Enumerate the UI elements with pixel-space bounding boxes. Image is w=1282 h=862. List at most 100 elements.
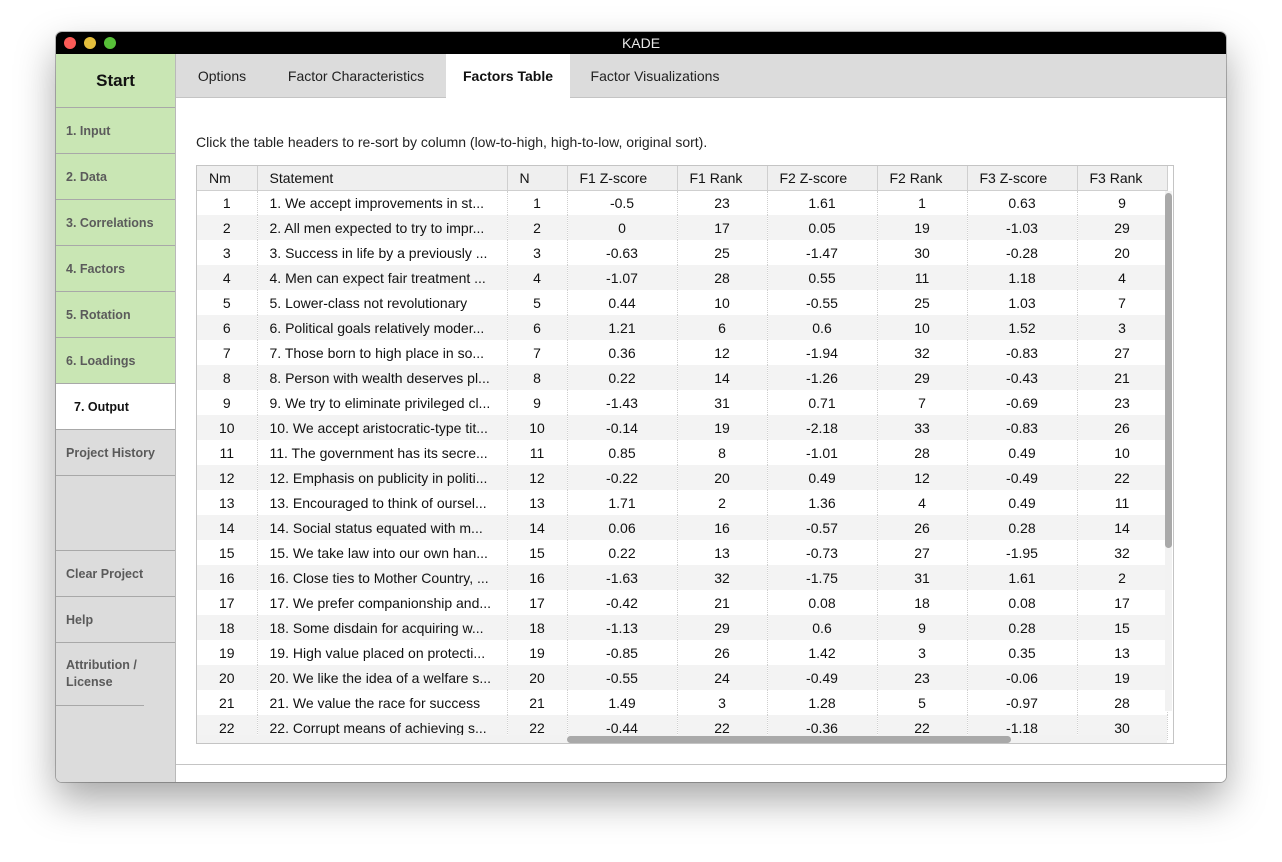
tab-factor-characteristics[interactable]: Factor Characteristics bbox=[287, 68, 425, 84]
cell-f2-zscore: -1.47 bbox=[767, 240, 878, 265]
cell-statement: 17. We prefer companionship and... bbox=[257, 590, 508, 615]
cell-n: 20 bbox=[507, 665, 568, 690]
cell-f3-rank: 21 bbox=[1077, 365, 1168, 390]
table-row[interactable]: 14 14. Social status equated with m... 14 0… bbox=[197, 515, 1168, 540]
sidebar-item-data[interactable]: 2. Data bbox=[56, 154, 175, 200]
sort-instructions: Click the table headers to re-sort by co… bbox=[196, 134, 708, 150]
tab-options[interactable]: Options bbox=[197, 68, 247, 84]
column-header-f1-rank[interactable]: F1 Rank bbox=[677, 166, 768, 191]
column-header-nm[interactable]: Nm bbox=[197, 166, 258, 191]
table-row[interactable]: 5 5. Lower-class not revolutionary 5 0.44 10… bbox=[197, 290, 1168, 315]
cell-n: 9 bbox=[507, 390, 568, 415]
column-header-statement[interactable]: Statement bbox=[257, 166, 508, 191]
table-row[interactable]: 2 2. All men expected to try to impr... 2 0… bbox=[197, 215, 1168, 240]
cell-f2-zscore: -1.94 bbox=[767, 340, 878, 365]
cell-f1-rank: 21 bbox=[677, 590, 768, 615]
sidebar-item-correlations[interactable]: 3. Correlations bbox=[56, 200, 175, 246]
cell-f1-rank: 8 bbox=[677, 440, 768, 465]
cell-f3-zscore: 0.49 bbox=[967, 440, 1078, 465]
column-header-n[interactable]: N bbox=[507, 166, 568, 191]
cell-f1-rank: 12 bbox=[677, 340, 768, 365]
cell-nm: 11 bbox=[197, 440, 258, 465]
minimize-window-button[interactable] bbox=[84, 37, 96, 49]
column-header-f1-zscore[interactable]: F1 Z-score bbox=[567, 166, 678, 191]
table-row[interactable]: 18 18. Some disdain for acquiring w... 18-… bbox=[197, 615, 1168, 640]
cell-f1-zscore: -0.55 bbox=[567, 665, 678, 690]
sidebar-item-factors[interactable]: 4. Factors bbox=[56, 246, 175, 292]
cell-f3-zscore: 1.61 bbox=[967, 565, 1078, 590]
table-row[interactable]: 21 21. We value the race for success 21 1.4… bbox=[197, 690, 1168, 715]
cell-f1-zscore: 0.44 bbox=[567, 290, 678, 315]
cell-f3-zscore: -1.95 bbox=[967, 540, 1078, 565]
cell-f3-rank: 20 bbox=[1077, 240, 1168, 265]
cell-nm: 6 bbox=[197, 315, 258, 340]
column-header-f3-zscore[interactable]: F3 Z-score bbox=[967, 166, 1078, 191]
cell-f1-zscore: 0.22 bbox=[567, 365, 678, 390]
cell-f2-rank: 30 bbox=[877, 240, 968, 265]
tab-factor-visualizations[interactable]: Factor Visualizations bbox=[590, 68, 720, 84]
vertical-scroll-thumb[interactable] bbox=[1165, 193, 1172, 548]
column-header-f2-rank[interactable]: F2 Rank bbox=[877, 166, 968, 191]
cell-f3-zscore: -0.69 bbox=[967, 390, 1078, 415]
column-header-f3-rank[interactable]: F3 Rank bbox=[1077, 166, 1168, 191]
cell-f3-rank: 13 bbox=[1077, 640, 1168, 665]
cell-f3-zscore: 0.28 bbox=[967, 615, 1078, 640]
sidebar-item-clear-project[interactable]: Clear Project bbox=[56, 551, 175, 597]
cell-f1-zscore: 0 bbox=[567, 215, 678, 240]
horizontal-scroll-thumb[interactable] bbox=[567, 736, 1011, 743]
table-row[interactable]: 1 1. We accept improvements in st... 1 -0.5… bbox=[197, 190, 1168, 215]
zoom-window-button[interactable] bbox=[104, 37, 116, 49]
cell-f2-zscore: 0.6 bbox=[767, 315, 878, 340]
cell-f2-rank: 33 bbox=[877, 415, 968, 440]
cell-f2-zscore: -1.01 bbox=[767, 440, 878, 465]
cell-f2-rank: 26 bbox=[877, 515, 968, 540]
cell-f1-rank: 17 bbox=[677, 215, 768, 240]
cell-f1-zscore: 0.06 bbox=[567, 515, 678, 540]
table-row[interactable]: 9 9. We try to eliminate privileged cl...… bbox=[197, 390, 1168, 415]
cell-f2-rank: 12 bbox=[877, 465, 968, 490]
table-row[interactable]: 8 8. Person with wealth deserves pl... 8 0.… bbox=[197, 365, 1168, 390]
table-row[interactable]: 13 13. Encouraged to think of oursel... 13… bbox=[197, 490, 1168, 515]
cell-statement: 2. All men expected to try to impr... bbox=[257, 215, 508, 240]
cell-statement: 7. Those born to high place in so... bbox=[257, 340, 508, 365]
cell-f3-rank: 10 bbox=[1077, 440, 1168, 465]
sidebar-item-help[interactable]: Help bbox=[56, 597, 175, 643]
column-header-f2-zscore[interactable]: F2 Z-score bbox=[767, 166, 878, 191]
cell-f1-rank: 28 bbox=[677, 265, 768, 290]
sidebar-start[interactable]: Start bbox=[56, 54, 175, 108]
table-row[interactable]: 19 19. High value placed on protecti... 19… bbox=[197, 640, 1168, 665]
table-row[interactable]: 4 4. Men can expect fair treatment ... 4 -1… bbox=[197, 265, 1168, 290]
table-row[interactable]: 11 11. The government has its secre... 11 0… bbox=[197, 440, 1168, 465]
cell-nm: 15 bbox=[197, 540, 258, 565]
cell-nm: 2 bbox=[197, 215, 258, 240]
cell-f2-rank: 25 bbox=[877, 290, 968, 315]
sidebar-item-input[interactable]: 1. Input bbox=[56, 108, 175, 154]
cell-nm: 8 bbox=[197, 365, 258, 390]
table-row[interactable]: 12 12. Emphasis on publicity in politi...… bbox=[197, 465, 1168, 490]
close-window-button[interactable] bbox=[64, 37, 76, 49]
tab-factors-table[interactable]: Factors Table bbox=[446, 54, 570, 99]
vertical-scrollbar[interactable] bbox=[1165, 191, 1172, 711]
cell-f2-rank: 7 bbox=[877, 390, 968, 415]
sidebar-item-loadings[interactable]: 6. Loadings bbox=[56, 338, 175, 384]
table-row[interactable]: 17 17. We prefer companionship and... 17 -0… bbox=[197, 590, 1168, 615]
cell-f1-rank: 6 bbox=[677, 315, 768, 340]
cell-statement: 16. Close ties to Mother Country, ... bbox=[257, 565, 508, 590]
sidebar-item-attribution[interactable]: Attribution / License bbox=[56, 643, 144, 706]
table-row[interactable]: 3 3. Success in life by a previously ... 3… bbox=[197, 240, 1168, 265]
table-row[interactable]: 6 6. Political goals relatively moder... 6… bbox=[197, 315, 1168, 340]
cell-f3-zscore: -1.03 bbox=[967, 215, 1078, 240]
table-row[interactable]: 20 20. We like the idea of a welfare s...… bbox=[197, 665, 1168, 690]
table-row[interactable]: 7 7. Those born to high place in so... 7 0.… bbox=[197, 340, 1168, 365]
cell-f2-rank: 5 bbox=[877, 690, 968, 715]
tab-bar: Options Factor Characteristics Factors T… bbox=[176, 54, 1226, 99]
table-row[interactable]: 16 16. Close ties to Mother Country, ... 1… bbox=[197, 565, 1168, 590]
table-row[interactable]: 10 10. We accept aristocratic-type tit...… bbox=[197, 415, 1168, 440]
sidebar-item-rotation[interactable]: 5. Rotation bbox=[56, 292, 175, 338]
cell-f2-zscore: -2.18 bbox=[767, 415, 878, 440]
sidebar-item-output[interactable]: 7. Output bbox=[56, 384, 175, 430]
sidebar-item-project-history[interactable]: Project History bbox=[56, 430, 175, 476]
table-row[interactable]: 15 15. We take law into our own han... 15 0… bbox=[197, 540, 1168, 565]
cell-f2-rank: 28 bbox=[877, 440, 968, 465]
horizontal-scrollbar[interactable] bbox=[197, 735, 1167, 743]
